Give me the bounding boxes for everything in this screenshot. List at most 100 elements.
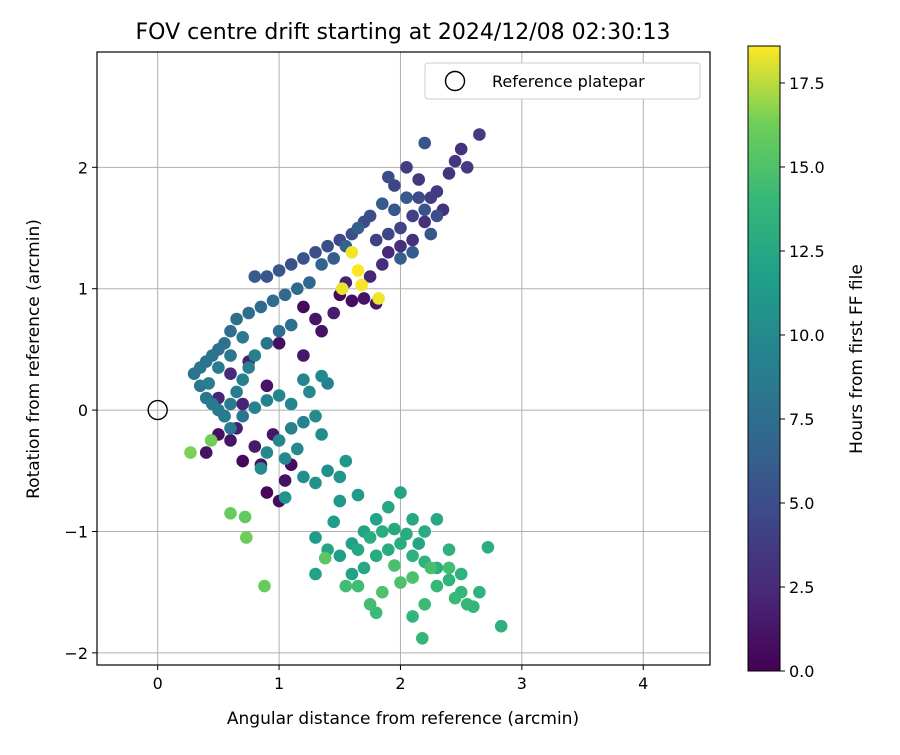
data-point (394, 252, 407, 265)
data-point (327, 515, 341, 529)
data-point (333, 470, 347, 484)
data-point (297, 415, 310, 429)
data-point (248, 349, 262, 362)
data-point (345, 567, 359, 581)
y-tick-label: −1 (64, 522, 88, 541)
y-axis-label: Rotation from reference (arcmin) (24, 219, 44, 499)
y-axis-ticks: −2 −1 0 1 2 (64, 158, 97, 663)
y-tick-label: 2 (78, 158, 88, 177)
data-point (278, 452, 292, 465)
data-point (376, 197, 389, 210)
data-point (376, 258, 389, 271)
data-point (224, 349, 237, 362)
data-point (460, 161, 474, 174)
data-point (382, 500, 395, 514)
data-point (388, 203, 401, 217)
data-point (278, 474, 292, 487)
data-point (309, 567, 322, 581)
data-point (230, 385, 243, 399)
data-point (339, 454, 353, 468)
data-point (303, 385, 316, 399)
data-point (202, 377, 215, 390)
data-point (357, 561, 371, 575)
data-point (260, 270, 274, 283)
data-point (272, 264, 286, 277)
data-point (236, 454, 249, 468)
data-point (309, 312, 322, 326)
legend: Reference platepar (424, 62, 701, 100)
data-point (321, 464, 334, 478)
y-tick-label: 1 (78, 280, 88, 299)
data-point (394, 239, 407, 253)
reference-platepar-marker (147, 399, 168, 421)
data-point (309, 531, 322, 544)
data-point (442, 561, 456, 575)
data-point (369, 549, 383, 563)
data-point (382, 227, 395, 241)
colorbar-label: Hours from first FF file (847, 264, 867, 454)
data-point (266, 294, 280, 308)
data-point (376, 585, 389, 599)
grid (97, 52, 710, 665)
data-point (254, 300, 268, 314)
data-point (309, 476, 322, 490)
data-point (297, 349, 310, 362)
data-point (242, 306, 255, 320)
data-point (224, 422, 237, 435)
data-point (297, 300, 310, 314)
data-point (406, 571, 419, 584)
data-point (254, 462, 268, 475)
data-point (412, 191, 426, 204)
data-point (236, 373, 249, 387)
data-point (494, 619, 508, 633)
data-point (418, 136, 432, 150)
reference-marker-layer (147, 399, 168, 421)
data-point (400, 161, 413, 174)
data-point (406, 246, 419, 259)
data-point (442, 543, 456, 556)
data-point (442, 573, 456, 587)
data-points (184, 128, 508, 645)
data-point (333, 494, 347, 508)
data-point (473, 585, 486, 599)
data-point (272, 389, 286, 402)
data-point (345, 246, 359, 259)
data-point (260, 337, 274, 350)
data-point (278, 491, 292, 504)
data-point (351, 579, 365, 593)
x-axis-ticks: 0 1 2 3 4 (153, 665, 648, 693)
data-point (394, 221, 407, 235)
data-point (481, 541, 495, 554)
data-point (272, 337, 286, 350)
data-point (400, 527, 413, 541)
data-point (258, 579, 271, 593)
data-point (369, 233, 383, 247)
data-point (321, 239, 334, 253)
data-point (351, 488, 365, 502)
chart-title: FOV centre drift starting at 2024/12/08 … (136, 20, 671, 45)
data-point (327, 306, 341, 320)
data-point (212, 361, 225, 374)
data-point (406, 549, 419, 563)
data-point (297, 252, 310, 265)
data-point (248, 401, 262, 415)
plot-frame (96, 51, 711, 666)
data-point (406, 513, 419, 526)
data-point (187, 367, 201, 381)
data-point (363, 270, 377, 283)
legend-marker-circle (444, 70, 466, 92)
data-point (248, 270, 262, 283)
data-point (406, 233, 419, 247)
data-point (363, 531, 377, 544)
colorbar-tick-label: 17.5 (789, 74, 825, 93)
data-point (199, 446, 213, 459)
data-point (388, 559, 401, 572)
data-point (224, 507, 237, 520)
data-point (345, 294, 359, 308)
legend-entry-reference-platepar: Reference platepar (492, 72, 645, 91)
data-point (376, 525, 389, 538)
colorbar-tick-label: 12.5 (789, 242, 825, 261)
data-point (284, 422, 298, 435)
data-point (418, 525, 432, 538)
data-point (430, 513, 444, 526)
